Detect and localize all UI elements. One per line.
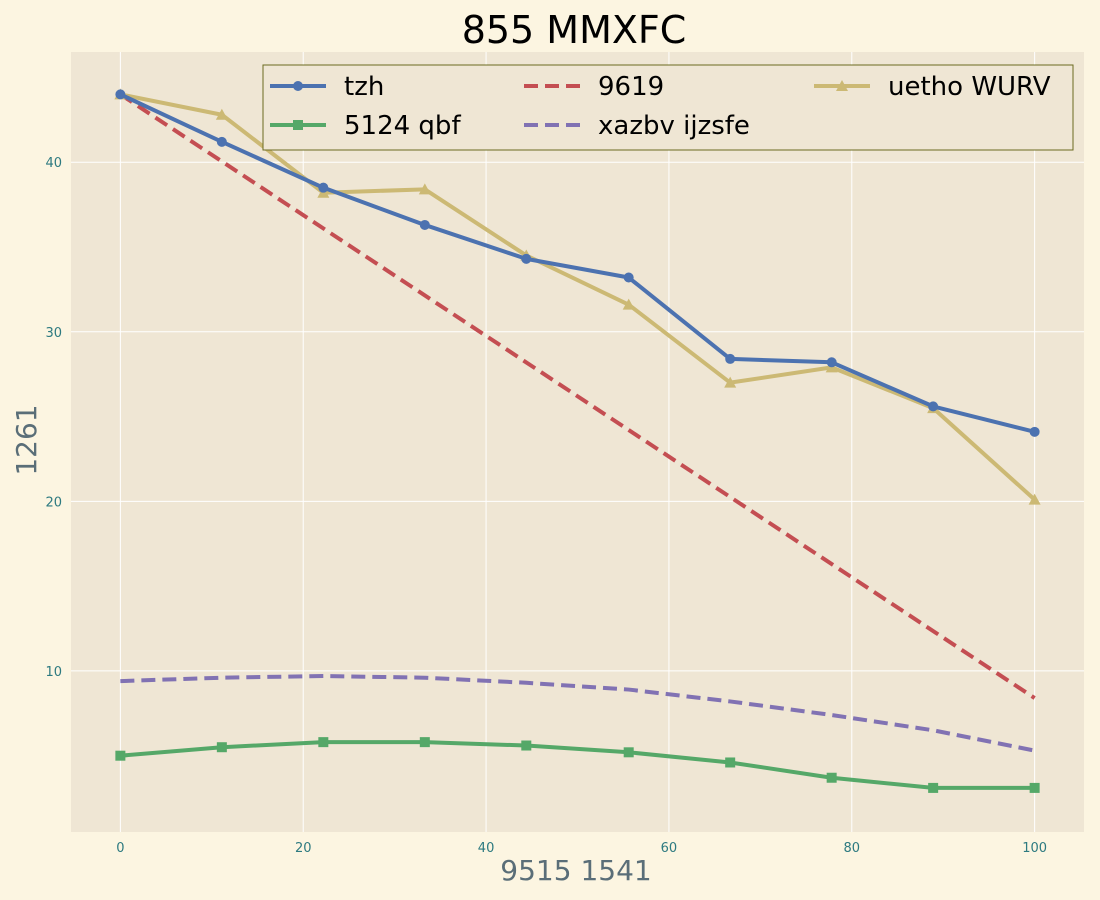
data-point — [216, 136, 227, 147]
series-line — [120, 674, 1036, 753]
data-point — [318, 182, 329, 193]
legend-label: 5124 qbf — [344, 111, 461, 141]
data-point — [115, 89, 126, 100]
data-point — [725, 353, 736, 364]
legend-item: tzh — [270, 72, 384, 102]
plot-background — [71, 52, 1084, 832]
series-tzh — [115, 89, 1040, 437]
data-point — [419, 737, 430, 748]
x-tick-label: 0 — [116, 841, 124, 856]
data-point — [622, 298, 635, 310]
data-point — [928, 401, 939, 412]
series-lines — [114, 88, 1041, 793]
legend-marker — [836, 80, 848, 91]
legend-frame — [262, 64, 1074, 151]
x-tick-label: 100 — [1022, 841, 1047, 856]
data-point — [623, 272, 634, 283]
data-point — [418, 183, 431, 195]
data-point — [1029, 426, 1040, 437]
data-point — [318, 737, 329, 748]
data-point — [928, 782, 939, 793]
series-line — [120, 740, 1035, 790]
legend-item: uetho WURV — [814, 72, 1051, 102]
series-9619 — [119, 92, 1036, 700]
series-line — [119, 92, 1036, 502]
y-tick-label: 30 — [45, 326, 62, 341]
data-point — [826, 357, 837, 368]
x-tick-label: 80 — [844, 841, 861, 856]
data-point — [623, 747, 634, 758]
data-point — [725, 757, 736, 768]
legend-label: tzh — [344, 72, 384, 102]
legend-label: xazbv ijzsfe — [598, 111, 750, 141]
legend-marker — [293, 81, 303, 91]
legend-item: xazbv ijzsfe — [524, 111, 750, 141]
legend-item: 5124 qbf — [270, 111, 461, 141]
data-point — [115, 750, 126, 761]
series-5124-qbf — [115, 737, 1040, 793]
x-tick-label: 20 — [295, 841, 312, 856]
data-point — [724, 376, 737, 388]
x-axis-label: 9515 1541 — [500, 854, 651, 887]
data-point — [521, 253, 532, 264]
y-tick-label: 40 — [45, 156, 62, 171]
x-tick-label: 40 — [478, 841, 495, 856]
data-point — [215, 108, 228, 120]
data-point — [1029, 782, 1040, 793]
data-point — [216, 742, 227, 753]
x-tick-label: 60 — [661, 841, 678, 856]
legend-label: 9619 — [598, 72, 664, 102]
data-point — [419, 219, 430, 230]
tick-labels: 0 20 40 60 80 100 10 20 30 40 — [45, 156, 1047, 856]
y-tick-label: 20 — [45, 495, 62, 510]
legend-item: 9619 — [524, 72, 664, 102]
series-line — [119, 92, 1036, 700]
chart-title: 855 MMXFC — [462, 8, 687, 52]
legend-label: uetho WURV — [888, 72, 1051, 102]
data-point — [826, 772, 837, 783]
legend: tzh 9619 uetho WURV 5124 qbf xazbv ijzsfe — [262, 64, 1074, 151]
legend-marker — [293, 120, 303, 130]
series-xazbv-ijzsfe — [120, 674, 1036, 753]
grid-lines — [71, 52, 1084, 832]
data-point — [1028, 493, 1041, 505]
y-tick-label: 10 — [45, 665, 62, 680]
data-point — [521, 740, 532, 751]
y-axis-label: 1261 — [10, 404, 43, 475]
series-line — [119, 92, 1036, 434]
